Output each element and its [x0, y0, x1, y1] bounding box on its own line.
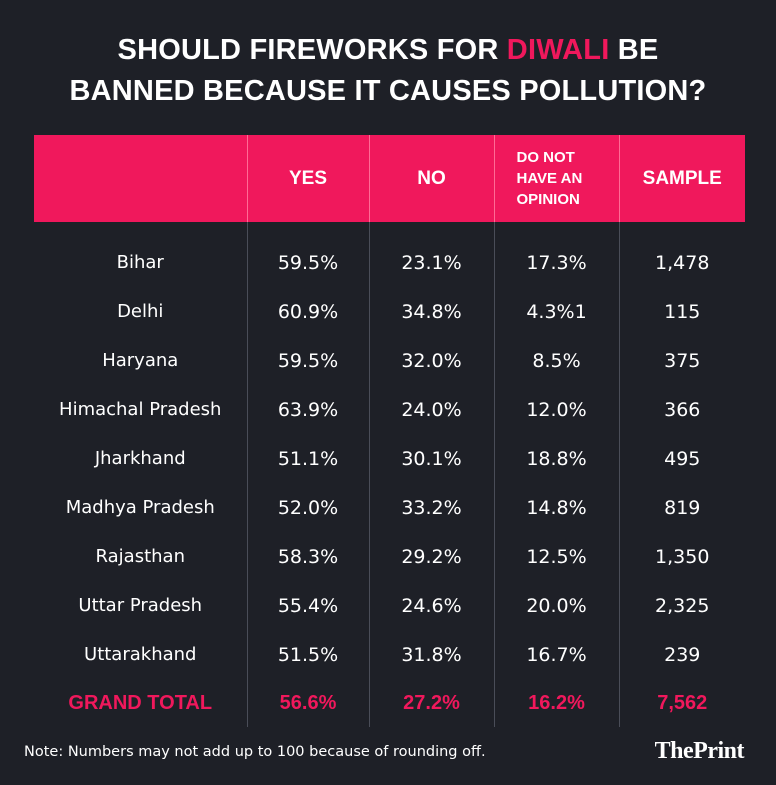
- total-label: GRAND TOTAL: [68, 691, 213, 714]
- title-highlight-diwali: DIWALI: [506, 34, 610, 66]
- header-no: NO: [368, 135, 494, 222]
- grand-total-row: GRAND TOTAL 56.6% 27.2% 16.2% 7,562: [34, 679, 745, 727]
- cell-yes: 52.0%: [246, 483, 369, 532]
- cell-no-opinion: 14.8%: [493, 483, 619, 532]
- cell-yes: 63.9%: [246, 385, 369, 434]
- cell-no: 24.6%: [368, 581, 494, 630]
- header-yes: YES: [246, 135, 369, 222]
- cell-no-opinion: 4.3%1: [493, 287, 619, 336]
- table-row: Rajasthan 58.3% 29.2% 12.5% 1,350: [34, 532, 745, 581]
- cell-no-opinion: 8.5%: [493, 336, 619, 385]
- cell-yes: 60.9%: [246, 287, 369, 336]
- title-line-2: BANNED BECAUSE IT CAUSES POLLUTION?: [69, 75, 707, 107]
- header-no-opinion: DO NOT HAVE AN OPINION: [493, 135, 619, 222]
- cell-sample: 1,350: [618, 532, 745, 581]
- cell-no: 24.0%: [368, 385, 494, 434]
- header-no-opinion-line-2: HAVE AN: [516, 170, 583, 187]
- brand-logo: ThePrint: [654, 738, 745, 764]
- cell-yes: 59.5%: [246, 336, 369, 385]
- total-yes: 56.6%: [246, 679, 369, 727]
- table-header: YES NO DO NOT HAVE AN OPINION SAMPLE: [34, 135, 745, 222]
- cell-sample: 2,325: [618, 581, 745, 630]
- cell-no: 32.0%: [368, 336, 494, 385]
- title-text-pre: SHOULD FIREWORKS FOR: [117, 34, 507, 66]
- cell-no-opinion: 20.0%: [493, 581, 619, 630]
- header-no-opinion-line-1: DO NOT: [516, 149, 575, 166]
- cell-no-opinion: 18.8%: [493, 434, 619, 483]
- footnote: Note: Numbers may not add up to 100 beca…: [24, 744, 486, 760]
- cell-state: Bihar: [116, 252, 164, 273]
- title-text-post: BE: [609, 34, 659, 66]
- cell-no: 34.8%: [368, 287, 494, 336]
- cell-no: 29.2%: [368, 532, 494, 581]
- cell-no-opinion: 12.5%: [493, 532, 619, 581]
- table-row: Uttarakhand 51.5% 31.8% 16.7% 239: [34, 630, 745, 679]
- cell-no: 30.1%: [368, 434, 494, 483]
- header-no-opinion-line-3: OPINION: [516, 191, 580, 208]
- cell-state: Rajasthan: [95, 546, 185, 567]
- cell-state: Haryana: [102, 350, 179, 371]
- table-row: Bihar 59.5% 23.1% 17.3% 1,478: [34, 222, 745, 287]
- cell-yes: 51.5%: [246, 630, 369, 679]
- cell-state: Uttarakhand: [84, 644, 197, 665]
- chart-title: SHOULD FIREWORKS FOR DIWALI BE BANNED BE…: [0, 30, 776, 112]
- table-row: Himachal Pradesh 63.9% 24.0% 12.0% 366: [34, 385, 745, 434]
- table-row: Jharkhand 51.1% 30.1% 18.8% 495: [34, 434, 745, 483]
- cell-yes: 55.4%: [246, 581, 369, 630]
- table-row: Delhi 60.9% 34.8% 4.3%1 115: [34, 287, 745, 336]
- table-row: Madhya Pradesh 52.0% 33.2% 14.8% 819: [34, 483, 745, 532]
- title-line-1: SHOULD FIREWORKS FOR DIWALI BE: [0, 30, 776, 71]
- cell-state: Delhi: [117, 301, 164, 322]
- cell-no: 23.1%: [368, 222, 494, 287]
- cell-sample: 1,478: [618, 222, 745, 287]
- table-row: Haryana 59.5% 32.0% 8.5% 375: [34, 336, 745, 385]
- cell-no: 31.8%: [368, 630, 494, 679]
- cell-state: Himachal Pradesh: [59, 399, 222, 420]
- cell-no-opinion: 16.7%: [493, 630, 619, 679]
- cell-state: Madhya Pradesh: [65, 497, 215, 518]
- cell-sample: 819: [618, 483, 745, 532]
- cell-yes: 51.1%: [246, 434, 369, 483]
- header-state: [34, 135, 247, 222]
- cell-sample: 375: [618, 336, 745, 385]
- cell-sample: 495: [618, 434, 745, 483]
- total-no-opinion: 16.2%: [493, 679, 619, 727]
- table-row: Uttar Pradesh 55.4% 24.6% 20.0% 2,325: [34, 581, 745, 630]
- survey-table-wrapper: YES NO DO NOT HAVE AN OPINION SAMPLE Bih…: [34, 135, 745, 727]
- cell-state: Uttar Pradesh: [78, 595, 203, 616]
- header-row: YES NO DO NOT HAVE AN OPINION SAMPLE: [34, 135, 745, 222]
- survey-table: YES NO DO NOT HAVE AN OPINION SAMPLE Bih…: [34, 135, 745, 727]
- cell-sample: 115: [618, 287, 745, 336]
- cell-sample: 239: [618, 630, 745, 679]
- table-body: Bihar 59.5% 23.1% 17.3% 1,478 Delhi 60.9…: [34, 222, 745, 727]
- cell-no-opinion: 17.3%: [493, 222, 619, 287]
- cell-yes: 58.3%: [246, 532, 369, 581]
- total-sample: 7,562: [618, 679, 745, 727]
- total-no: 27.2%: [368, 679, 494, 727]
- cell-no: 33.2%: [368, 483, 494, 532]
- cell-yes: 59.5%: [246, 222, 369, 287]
- header-sample: SAMPLE: [618, 135, 745, 222]
- cell-state: Jharkhand: [94, 448, 186, 469]
- cell-no-opinion: 12.0%: [493, 385, 619, 434]
- cell-sample: 366: [618, 385, 745, 434]
